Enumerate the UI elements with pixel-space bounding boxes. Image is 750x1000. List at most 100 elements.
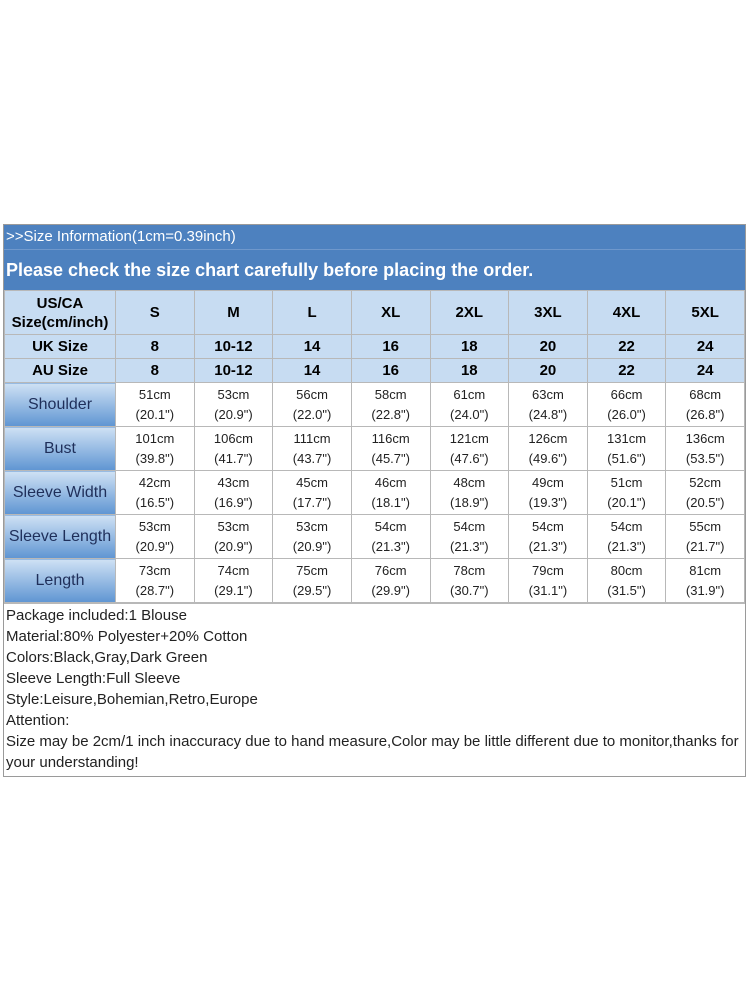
cm-value: 66cm [610, 386, 643, 402]
measurement-cell: 68cm (26.8") [665, 382, 745, 427]
uk-size-cell: 14 [272, 334, 352, 359]
au-size-cell: 24 [665, 358, 745, 383]
us-size-cell: 4XL [586, 290, 667, 335]
uk-size-label: UK Size [4, 334, 116, 359]
au-size-label: AU Size [4, 358, 116, 383]
inch-value: (26.0") [607, 406, 646, 422]
package-note: Package included:1 Blouse [6, 607, 187, 624]
inch-value: (43.7") [292, 450, 332, 466]
cm-value: 54cm [532, 518, 564, 534]
inch-value: (20.5") [685, 494, 725, 510]
cm-value: 136cm [685, 430, 725, 446]
measurement-cell: 49cm (19.3") [508, 470, 588, 515]
measurement-cell: 54cm (21.3") [586, 514, 667, 559]
cm-value: 106cm [213, 430, 253, 446]
measurement-cell: 131cm (51.6") [586, 426, 667, 471]
cm-value: 74cm [217, 562, 250, 578]
cm-value: 121cm [449, 430, 489, 446]
measurement-cell: 45cm (17.7") [272, 470, 352, 515]
measurement-cell: 78cm (30.7") [429, 558, 510, 603]
measurement-cell: 43cm (16.9") [193, 470, 274, 515]
cm-value: 53cm [217, 386, 250, 402]
au-size-cell: 16 [350, 358, 431, 383]
inch-value: (31.1") [528, 582, 568, 598]
measurement-label: Sleeve Width [4, 470, 116, 515]
measurement-cell: 61cm (24.0") [429, 382, 510, 427]
measurement-cell: 56cm (22.0") [272, 382, 352, 427]
cm-value: 42cm [138, 474, 171, 490]
uk-size-cell: 18 [429, 334, 510, 359]
inch-value: (20.9") [135, 538, 175, 554]
inch-value: (18.1") [371, 494, 410, 510]
measurement-cell: 106cm (41.7") [193, 426, 274, 471]
us-size-row: US/CA Size(cm/inch) S M L XL 2XL 3XL 4XL… [4, 290, 745, 335]
inch-value: (24.0") [450, 406, 489, 422]
cm-value: 49cm [532, 474, 564, 490]
inch-value: (31.5") [607, 582, 646, 598]
inch-value: (45.7") [371, 450, 410, 466]
cm-value: 48cm [453, 474, 486, 490]
inch-value: (21.3") [450, 538, 489, 554]
measurement-cell: 52cm (20.5") [665, 470, 745, 515]
measurement-cell: 51cm (20.1") [115, 382, 195, 427]
uk-size-cell: 24 [665, 334, 745, 359]
size-info-header: >>Size Information(1cm=0.39inch) [4, 225, 745, 249]
inch-value: (20.9") [214, 538, 253, 554]
size-chart: >>Size Information(1cm=0.39inch) Please … [3, 224, 746, 777]
size-warning-header: Please check the size chart carefully be… [4, 249, 745, 290]
inch-value: (47.6") [450, 450, 489, 466]
measurement-label: Bust [4, 426, 116, 471]
au-size-cell: 20 [508, 358, 588, 383]
inch-value: (21.3") [371, 538, 410, 554]
inch-value: (39.8") [135, 450, 175, 466]
cm-value: 126cm [528, 430, 568, 446]
measurement-label: Length [4, 558, 116, 603]
inch-value: (28.7") [135, 582, 175, 598]
inch-value: (30.7") [450, 582, 489, 598]
measurement-cell: 46cm (18.1") [350, 470, 431, 515]
uk-size-cell: 20 [508, 334, 588, 359]
measurement-label: Shoulder [4, 382, 116, 427]
au-size-cell: 18 [429, 358, 510, 383]
style-note: Style:Leisure,Bohemian,Retro,Europe [6, 691, 258, 708]
cm-value: 78cm [453, 562, 486, 578]
measurement-cell: 53cm (20.9") [193, 382, 274, 427]
cm-value: 51cm [138, 386, 171, 402]
us-size-cell: M [193, 290, 274, 335]
cm-value: 76cm [374, 562, 407, 578]
measurement-cell: 66cm (26.0") [586, 382, 667, 427]
measurement-row: Sleeve Width 42cm (16.5") 43cm (16.9") 45cm (1… [4, 470, 745, 515]
measurement-row: Sleeve Length 53cm (20.9") 53cm (20.9") 53cm (… [4, 514, 745, 559]
uk-size-row: UK Size 8 10-12 14 16 18 20 22 24 [4, 334, 745, 359]
cm-value: 75cm [296, 562, 328, 578]
inch-value: (21.7") [685, 538, 725, 554]
measurement-cell: 75cm (29.5") [272, 558, 352, 603]
measurement-cell: 54cm (21.3") [429, 514, 510, 559]
disclaimer-note: Size may be 2cm/1 inch inaccuracy due to… [6, 733, 739, 771]
us-size-cell: 3XL [508, 290, 588, 335]
material-note: Material:80% Polyester+20% Cotton [6, 628, 248, 645]
cm-value: 56cm [296, 386, 328, 402]
cm-value: 80cm [610, 562, 643, 578]
au-size-cell: 22 [586, 358, 667, 383]
measurement-cell: 48cm (18.9") [429, 470, 510, 515]
product-notes: Package included:1 Blouse Material:80% P… [4, 603, 745, 776]
measurement-cell: 53cm (20.9") [272, 514, 352, 559]
uk-size-cell: 10-12 [193, 334, 274, 359]
cm-value: 61cm [453, 386, 486, 402]
inch-value: (22.0") [292, 406, 332, 422]
us-size-cell: S [115, 290, 195, 335]
measurement-label: Sleeve Length [4, 514, 116, 559]
cm-value: 116cm [371, 430, 410, 446]
us-size-cell: 2XL [429, 290, 510, 335]
cm-value: 55cm [689, 518, 722, 534]
colors-note: Colors:Black,Gray,Dark Green [6, 649, 208, 666]
cm-value: 53cm [217, 518, 250, 534]
measurement-cell: 53cm (20.9") [193, 514, 274, 559]
inch-value: (16.9") [214, 494, 253, 510]
au-size-cell: 8 [115, 358, 195, 383]
cm-value: 52cm [689, 474, 722, 490]
inch-value: (21.3") [607, 538, 646, 554]
inch-value: (19.3") [528, 494, 568, 510]
cm-value: 53cm [138, 518, 171, 534]
